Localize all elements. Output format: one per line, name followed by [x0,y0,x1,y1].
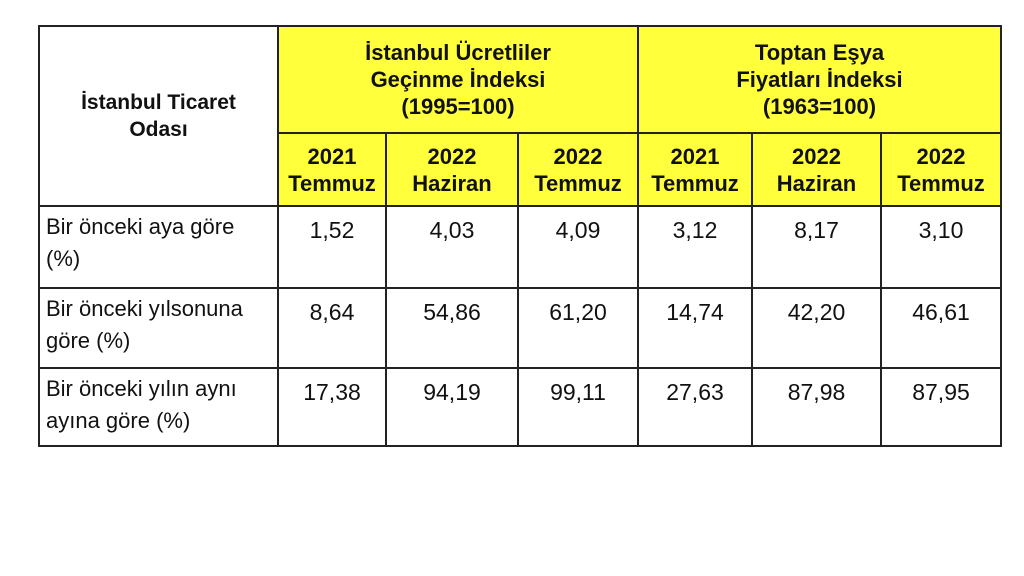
data-cell: 8,64 [277,287,387,369]
data-row: Bir önceki yılsonuna göre (%) 8,64 54,86 61,… [38,287,1002,369]
header-row: İstanbul Ticaret Odası İstanbul Ücretliler… [38,25,1002,207]
data-cell: 3,10 [880,205,1002,289]
data-cell: 4,03 [385,205,519,289]
data-cell: 1,52 [277,205,387,289]
text-line: 2022 [792,143,841,169]
column-header: 2021 Temmuz [277,132,387,207]
data-cell: 4,09 [517,205,639,289]
data-row: Bir önceki aya göre (%) 1,52 4,03 4,09 3,12 8,… [38,205,1002,289]
data-cell: 54,86 [385,287,519,369]
data-cell: 87,98 [751,367,882,447]
text-line: 2022 [553,143,603,169]
row-label: Bir önceki yılın aynı ayına göre (%) [38,367,279,447]
data-row: Bir önceki yılın aynı ayına göre (%) 17,38… [38,367,1002,447]
text-line: Geçinme İndeksi [370,67,546,92]
text-line: Haziran [412,170,492,196]
data-cell: 99,11 [517,367,639,447]
text-line: (1995=100) [401,94,515,119]
text-line: 2022 [427,143,477,169]
column-header: 2021 Temmuz [637,132,753,207]
data-cell: 61,20 [517,287,639,369]
text-line: Bir önceki yılın aynı [46,376,237,401]
text-line: Haziran [776,170,857,196]
data-cell: 46,61 [880,287,1002,369]
text-line: 2021 [307,143,357,169]
data-cell: 17,38 [277,367,387,447]
column-header: 2022 Temmuz [880,132,1002,207]
data-cell: 94,19 [385,367,519,447]
text-line: İstanbul Ticaret [81,91,236,114]
text-line: Temmuz [651,170,739,196]
data-cell: 3,12 [637,205,753,289]
text-line: Bir önceki yılsonuna [46,296,243,321]
group-header: Toptan Eşya Fiyatları İndeksi (1963=100) [637,25,1002,134]
text-line: 2022 [916,143,966,169]
data-cell: 14,74 [637,287,753,369]
text-line: Toptan Eşya [754,40,885,65]
data-cell: 8,17 [751,205,882,289]
group-header: İstanbul Ücretliler Geçinme İndeksi (1995=… [277,25,639,134]
text-line: göre (%) [46,328,131,353]
column-header: 2022 Haziran [751,132,882,207]
text-line: Temmuz [534,170,622,196]
text-line: Temmuz [288,170,376,196]
text-line: (1963=100) [762,94,877,119]
text-line: Bir önceki aya göre [46,214,235,239]
column-header: 2022 Haziran [385,132,519,207]
column-header: 2022 Temmuz [517,132,639,207]
text-line: 2021 [670,143,720,169]
text-line: Odası [129,118,188,141]
corner-cell: İstanbul Ticaret Odası [38,25,279,207]
data-table: İstanbul Ticaret Odası İstanbul Ücretliler… [38,25,1002,447]
row-label: Bir önceki aya göre (%) [38,205,279,289]
data-cell: 42,20 [751,287,882,369]
text-line: Temmuz [897,170,985,196]
text-line: İstanbul Ücretliler [365,40,551,65]
data-cell: 27,63 [637,367,753,447]
subheader-row: 2021 Temmuz 2022 Haziran 2022 Temmuz 2021 Temmu… [39,132,1002,207]
text-line: (%) [46,246,81,271]
text-line: ayına göre (%) [46,408,191,433]
text-line: Fiyatları İndeksi [736,67,903,92]
row-label: Bir önceki yılsonuna göre (%) [38,287,279,369]
data-cell: 87,95 [880,367,1002,447]
